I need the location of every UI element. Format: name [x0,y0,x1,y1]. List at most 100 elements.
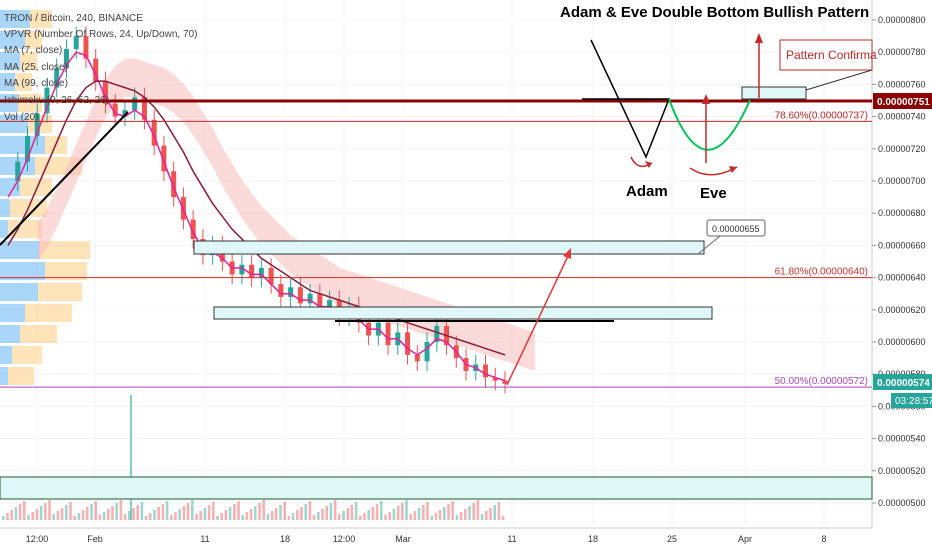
volume-bar [182,506,186,520]
indicator-ichimoku[interactable]: Ichimoku (9, 26, 52, 26) [4,95,109,106]
projection-arrow [506,255,569,386]
volume-bar [203,508,207,520]
volume-bar [258,503,261,520]
y-tick-label: 0.00000700 [878,176,926,186]
vpvr-bar-down [38,283,82,301]
x-tick-label: 11 [200,534,209,544]
volume-spike [130,395,132,520]
volume-bar [359,516,362,520]
volume-bar [136,505,139,520]
volume-bar [170,515,173,520]
volume-bar [443,507,446,520]
indicator-legend[interactable]: TRON / Bitcoin, 240, BINANCE VPVR (Numbe… [4,13,197,123]
indicator-ma99[interactable]: MA (99, close) [4,78,68,89]
y-tick-label: 0.00000620 [878,305,926,315]
candle-body [161,145,167,172]
volume-bar [401,503,404,520]
indicator-ma25[interactable]: MA (25, close) [4,62,68,73]
indicator-vol[interactable]: Vol (20) [4,112,38,123]
symbol-line[interactable]: TRON / Bitcoin, 240, BINANCE [4,13,143,24]
x-tick-label: Mar [395,534,411,544]
volume-bar [52,514,55,520]
time-axis[interactable] [0,528,872,550]
volume-bar [291,513,295,520]
y-tick-label: 0.00000680 [878,208,926,218]
volume-bar [44,503,47,520]
volume-bar [249,509,253,520]
volume-bar [417,508,421,520]
volume-bar [497,502,501,520]
y-tick-label: 0.00000780 [878,47,926,57]
volume-bar [472,503,475,520]
candle-body [297,287,303,304]
volume-bar [14,507,18,520]
pattern-confirm-label: Pattern Confirma [786,48,877,62]
price-axis[interactable] [872,0,932,528]
y-tick-label: 0.00000740 [878,112,926,122]
volume-bar [81,510,85,520]
eve-arrow-head [702,94,710,104]
fib-label: 50.00%(0.00000572) [775,376,868,387]
volume-bar [56,511,60,520]
vpvr-bar-down [25,304,72,322]
volume-bar [354,502,358,520]
grid-lines [0,0,872,528]
candle-body [34,113,40,136]
volume-bar [476,500,480,520]
candle-body [385,322,391,346]
volume-bar [207,505,211,520]
volume-bar [275,508,278,520]
indicator-vpvr[interactable]: VPVR (Number Of Rows, 24, Up/Down, 70) [4,29,197,40]
candle-body [141,97,147,120]
volume-bar [493,505,496,520]
eve-curve [668,98,751,151]
candle-body [414,354,420,362]
volume-bar [165,501,169,520]
volume-bar [367,510,370,520]
support-box-lower[interactable] [0,476,873,500]
volume-bar [455,515,459,520]
support-box-middle[interactable] [213,306,713,320]
vpvr-bar-down [8,220,42,238]
vpvr-bar-up [0,241,40,259]
volume-bar [115,503,118,520]
volume-bar [178,509,181,520]
volume-bar [245,512,249,520]
y-tick-label: 0.00000500 [878,498,926,508]
volume-bar [220,513,223,520]
volume-bar [254,506,257,520]
candle-body [327,300,333,310]
candle-body [424,342,430,362]
candle-body [171,171,177,198]
vpvr-bar-up [0,199,10,217]
vpvr-bar-down [15,73,32,91]
volume-bar [212,502,215,520]
volume-bar [216,516,219,520]
candle-body [249,264,255,278]
support-box-upper[interactable] [193,240,705,255]
candle-body [190,219,196,239]
vpvr-bar-down [20,325,57,343]
projection-arrow-head [563,248,571,259]
vpvr-bar-up [0,10,30,28]
volume-bar [430,516,433,520]
candle-body [278,284,284,297]
vpvr-bar-down [12,346,42,364]
volume-bar [86,507,89,520]
volume-bar [350,505,354,520]
pattern-confirm-box[interactable] [779,39,873,71]
volume-bar [140,502,144,520]
volume-bar [413,511,417,520]
candle-body [258,267,264,278]
volume-bar [434,513,438,520]
x-tick-label: 25 [667,534,677,544]
volume-bar [161,504,165,520]
breakout-box[interactable] [741,86,807,100]
candle-body [93,58,99,82]
indicator-ma7[interactable]: MA (7, close) [4,45,62,56]
ma7-line [7,51,506,382]
x-tick-label: 18 [588,534,598,544]
volume-bar [39,506,43,520]
candle-body [492,377,498,381]
